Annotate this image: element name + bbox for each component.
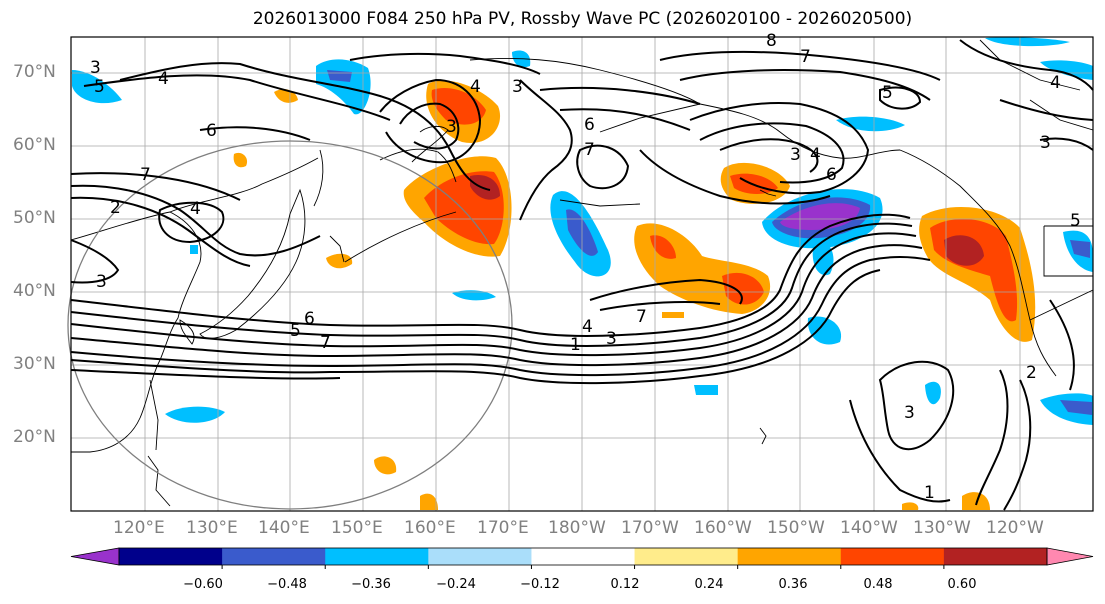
pv-contours: [70, 39, 1094, 511]
contour-label: 2: [110, 198, 121, 218]
contour-label: 4: [470, 77, 481, 97]
lat-label: 40°N: [13, 281, 56, 301]
lat-label: 30°N: [13, 354, 56, 374]
contour-labels: 3 5 4 6 7 2 4 3 3 4 3 6 7 7 8 5 3 4 6 7 …: [90, 31, 1081, 503]
lon-label: 180°W: [548, 518, 606, 538]
contour-label: 4: [1050, 73, 1061, 93]
colorbar-tick-label: 0.12: [610, 577, 640, 592]
lon-label: 140°E: [258, 518, 310, 538]
colorbar-extend-low: [70, 547, 120, 566]
contour-label: 3: [90, 58, 101, 78]
lat-label: 50°N: [13, 208, 56, 228]
contour-label: 3: [904, 403, 915, 423]
contour-label: 6: [584, 115, 595, 135]
lon-label: 150°E: [331, 518, 383, 538]
colorbar-tick-label: −0.36: [351, 577, 391, 592]
contour-label: 6: [206, 121, 217, 141]
contour-label: 7: [584, 140, 595, 160]
contour-label: 6: [304, 309, 315, 329]
map-frame: [70, 36, 1094, 512]
colorbar-cell: [634, 548, 739, 565]
contour-label: 8: [766, 31, 777, 51]
contour-label: 1: [570, 335, 581, 355]
colorbar-tick-label: 0.60: [947, 577, 977, 592]
colorbar-cell: [428, 548, 532, 565]
colorbar-frame: [118, 547, 1048, 566]
colorbar-tick-label: 0.48: [863, 577, 893, 592]
graticule: [71, 37, 1093, 511]
contour-label: 2: [1026, 363, 1037, 383]
contour-label: 7: [320, 333, 331, 353]
lon-label: 140°W: [840, 518, 898, 538]
contour-label: 3: [1040, 133, 1051, 153]
colorbar-tick-label: −0.24: [436, 577, 476, 592]
contour-label: 5: [94, 77, 105, 97]
lon-label: 130°W: [913, 518, 971, 538]
contour-label: 6: [826, 165, 837, 185]
range-circle: [67, 140, 513, 510]
contour-label: 5: [882, 83, 893, 103]
contour-label: 4: [158, 69, 169, 89]
contour-label: 5: [1070, 211, 1081, 231]
coastlines: [70, 39, 1094, 507]
colorbar-tick-label: 0.24: [694, 577, 724, 592]
map-title: 2026013000 F084 250 hPa PV, Rossby Wave …: [252, 9, 913, 29]
lon-label: 160°W: [694, 518, 752, 538]
lon-label: 170°W: [621, 518, 679, 538]
contour-label: 7: [140, 165, 151, 185]
colorbar-cell: [943, 548, 1048, 565]
colorbar-tick-label: −0.60: [183, 577, 223, 592]
contour-label: 3: [96, 272, 107, 292]
colorbar-cell: [737, 548, 842, 565]
contour-label: 7: [636, 307, 647, 327]
contour-label: 4: [190, 199, 201, 219]
contour-label: 5: [290, 321, 301, 341]
lon-label: 170°E: [477, 518, 529, 538]
contour-label: 3: [512, 77, 523, 97]
positive-anomalies: [233, 80, 1036, 510]
colorbar-cell: [325, 548, 429, 565]
lat-label: 20°N: [13, 427, 56, 447]
lon-label: 160°E: [404, 518, 456, 538]
contour-label: 4: [582, 317, 593, 337]
colorbar-tick-label: −0.48: [267, 577, 307, 592]
colorbar-cells: [70, 547, 1094, 566]
contour-label: 3: [606, 329, 617, 349]
contour-label: 3: [446, 117, 457, 137]
colorbar-extend-high: [1046, 547, 1094, 566]
contour-label: 1: [924, 483, 935, 503]
colorbar-cell: [119, 548, 223, 565]
lon-label: 120°W: [986, 518, 1044, 538]
colorbar-tick-label: −0.12: [520, 577, 560, 592]
colorbar-ticks: [221, 565, 945, 569]
colorbar-cell: [840, 548, 945, 565]
colorbar-tick-label: 0.36: [778, 577, 808, 592]
colorbar-cell: [531, 548, 636, 565]
contour-label: 4: [810, 145, 821, 165]
lat-label: 70°N: [13, 62, 56, 82]
lat-label: 60°N: [13, 135, 56, 155]
lon-label: 130°E: [186, 518, 238, 538]
contour-label: 3: [790, 145, 801, 165]
contour-label: 7: [800, 47, 811, 67]
lon-label: 150°W: [767, 518, 825, 538]
colorbar-cell: [222, 548, 326, 565]
lon-label: 120°E: [113, 518, 165, 538]
